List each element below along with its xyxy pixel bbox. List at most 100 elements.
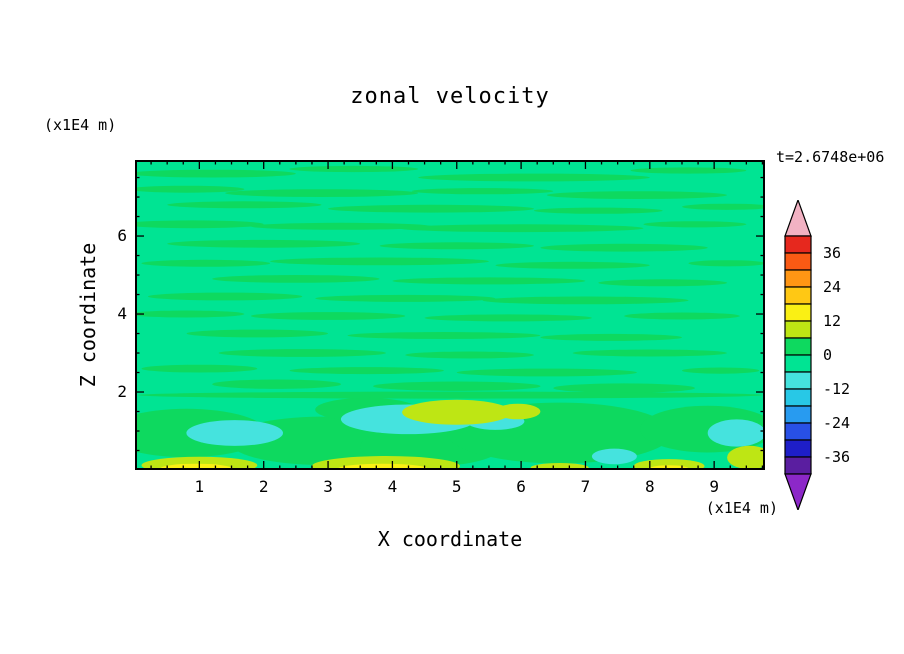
colorbar-label: 0 bbox=[823, 346, 832, 364]
field-blob bbox=[643, 221, 747, 228]
field-blob bbox=[411, 188, 554, 195]
field-blob bbox=[707, 419, 765, 447]
x-tick-label: 2 bbox=[258, 477, 269, 496]
field-blob bbox=[141, 364, 258, 373]
colorbar-box bbox=[784, 371, 812, 390]
field-blob bbox=[373, 381, 541, 391]
x-axis-label: X coordinate bbox=[377, 527, 523, 551]
y-tick-label: 2 bbox=[117, 382, 127, 401]
y-tick-label: 6 bbox=[117, 226, 127, 246]
colorbar-label: 36 bbox=[823, 244, 841, 262]
colorbar-box bbox=[784, 337, 812, 356]
field-blob bbox=[250, 222, 431, 230]
colorbar-box bbox=[784, 303, 812, 322]
field-blob bbox=[392, 277, 586, 285]
field-blob bbox=[379, 242, 534, 250]
field-blob bbox=[135, 185, 245, 193]
x-tick-label: 5 bbox=[451, 477, 462, 496]
field-blob bbox=[540, 333, 682, 341]
field-blob bbox=[495, 261, 650, 269]
colorbar-label: 12 bbox=[823, 312, 841, 330]
colorbar-box bbox=[784, 354, 812, 373]
colorbar-scale: 36 24 12 0 -12 -24 -36 bbox=[784, 198, 850, 512]
y-axis-unit: (x1E4 m) bbox=[44, 116, 117, 134]
x-tick-label: 1 bbox=[194, 477, 205, 496]
field-blob bbox=[225, 189, 419, 197]
field-blob bbox=[456, 368, 637, 377]
field-blob bbox=[135, 169, 296, 178]
colorbar-box bbox=[784, 269, 812, 288]
field-blob bbox=[533, 207, 663, 214]
field-blob bbox=[591, 448, 637, 465]
field-blob bbox=[630, 167, 747, 174]
time-label: t=2.6748e+06 bbox=[776, 148, 885, 166]
field-blob bbox=[218, 349, 386, 357]
field-blob bbox=[135, 220, 264, 229]
field-blob bbox=[572, 349, 727, 357]
x-axis-unit: (x1E4 m) bbox=[705, 499, 778, 517]
field-blob bbox=[167, 201, 322, 209]
colorbar-box bbox=[784, 252, 812, 271]
plot-area bbox=[135, 160, 765, 470]
field-blob bbox=[402, 399, 512, 425]
field-blob bbox=[186, 420, 283, 446]
field-blob bbox=[424, 314, 592, 322]
x-tick-label: 7 bbox=[580, 477, 591, 496]
colorbar-under-arrow bbox=[784, 473, 812, 512]
field-blob bbox=[682, 203, 765, 210]
colorbar-box bbox=[784, 456, 812, 475]
field-blob bbox=[553, 383, 695, 393]
field-blob bbox=[167, 239, 361, 248]
field-blob bbox=[727, 445, 765, 470]
colorbar-box bbox=[784, 422, 812, 441]
x-tick-label: 6 bbox=[516, 477, 526, 496]
field-blob bbox=[347, 332, 541, 339]
colorbar-box bbox=[784, 388, 812, 407]
field-blob bbox=[138, 391, 763, 399]
x-tick-label: 9 bbox=[709, 477, 719, 496]
field-blob bbox=[598, 279, 728, 287]
field-blob bbox=[405, 351, 534, 359]
x-tick-label: 3 bbox=[323, 477, 333, 496]
colorbar-box bbox=[784, 235, 812, 254]
colorbar: 36 24 12 0 -12 -24 -36 bbox=[781, 198, 891, 514]
field-blob bbox=[495, 403, 541, 420]
colorbar-box bbox=[784, 405, 812, 424]
field-blob bbox=[212, 275, 380, 283]
contour-field bbox=[135, 160, 765, 470]
field-blob bbox=[147, 292, 303, 301]
field-blob bbox=[250, 312, 406, 320]
field-blob bbox=[135, 310, 245, 318]
colorbar-label: -12 bbox=[823, 380, 850, 398]
colorbar-label: -36 bbox=[823, 448, 850, 466]
field-blob bbox=[315, 294, 496, 302]
field-blob bbox=[186, 329, 329, 338]
field-blob bbox=[482, 296, 689, 305]
field-blob bbox=[682, 367, 760, 374]
field-fill bbox=[135, 160, 765, 470]
field-blob bbox=[328, 204, 534, 213]
plot-frame bbox=[135, 160, 765, 470]
field-blob bbox=[540, 243, 708, 252]
colorbar-label: 24 bbox=[823, 278, 841, 296]
x-tick-label: 8 bbox=[644, 477, 655, 496]
field-blob bbox=[624, 312, 740, 320]
colorbar-box bbox=[784, 286, 812, 305]
field-blob bbox=[398, 224, 644, 233]
field-blob bbox=[289, 367, 444, 375]
field-blob bbox=[418, 173, 650, 182]
chart-title: zonal velocity bbox=[350, 84, 550, 109]
colorbar-label: -24 bbox=[823, 414, 850, 432]
colorbar-box bbox=[784, 320, 812, 339]
y-tick-label: 4 bbox=[117, 304, 127, 324]
field-blob bbox=[270, 257, 489, 266]
colorbar-box bbox=[784, 439, 812, 458]
field-blob bbox=[688, 260, 765, 267]
field-blob bbox=[141, 259, 271, 267]
field-blob bbox=[212, 379, 341, 389]
colorbar-over-arrow bbox=[784, 198, 812, 237]
x-tick-label: 4 bbox=[387, 477, 398, 496]
field-blob bbox=[546, 191, 727, 199]
field-blob bbox=[289, 165, 419, 173]
